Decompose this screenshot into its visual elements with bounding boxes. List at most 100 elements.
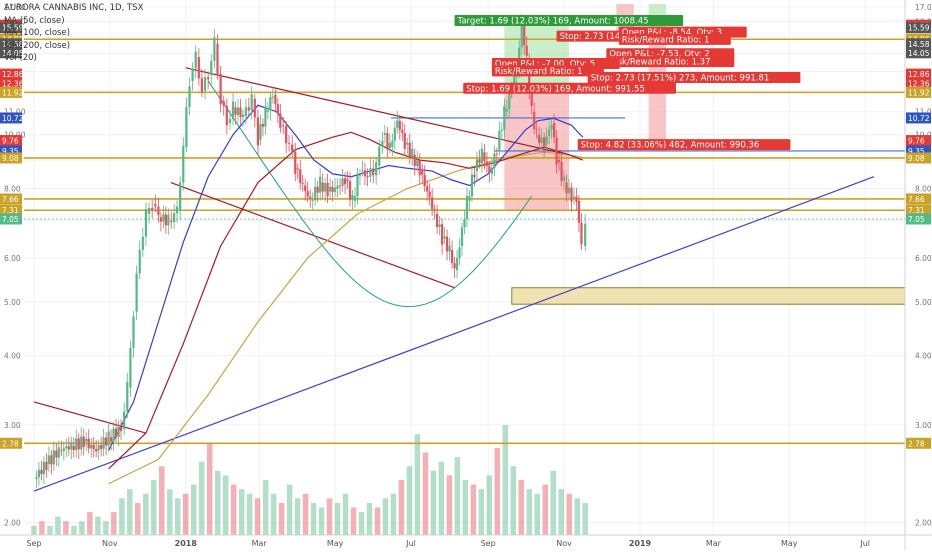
trade-label-text: Open P&L: -8.54, Qty: 3 — [622, 28, 722, 38]
volume-bar — [182, 493, 189, 535]
candle-body — [311, 199, 314, 201]
candle-body — [52, 450, 55, 465]
candle-body — [40, 469, 43, 475]
volume-bar — [222, 475, 229, 535]
candle-body — [222, 101, 225, 106]
ma200-line — [108, 151, 583, 485]
candle-body — [378, 146, 381, 166]
candle-body — [513, 76, 516, 87]
price-badge-left-text: 12.86 — [2, 70, 24, 79]
candle-body — [159, 217, 162, 222]
candle-body — [540, 137, 543, 143]
volume-bar — [430, 470, 437, 535]
candle-body — [535, 129, 538, 130]
volume-bar — [159, 466, 165, 535]
price-badge-left-text: 11.92 — [2, 88, 24, 97]
candle-body — [443, 236, 446, 239]
candle-body — [577, 200, 581, 223]
volume-bar — [294, 498, 301, 535]
price-badge-text: 14.58 — [908, 40, 930, 49]
volume-bar — [151, 480, 157, 535]
candle-body — [82, 436, 85, 448]
candle-body — [406, 142, 409, 145]
trade-label-text: Risk/Reward Ratio: 1 — [495, 67, 583, 77]
y-tick-label: 8.00 — [915, 184, 932, 193]
x-tick-label: May — [781, 539, 798, 548]
candle-body — [498, 130, 501, 150]
trade-label-text: Stop: 1.69 (12.03%) 169, Amount: 991.55 — [466, 84, 645, 94]
trade-label-bg — [606, 56, 735, 68]
candle-body — [239, 107, 242, 118]
price-badge-text: 12.86 — [908, 70, 930, 79]
volume-bar — [39, 521, 45, 535]
volume-bar — [87, 512, 93, 535]
volume-bar — [518, 480, 525, 535]
legend-item-ma50[interactable]: MA (50, close) — [4, 15, 65, 26]
price-badge-left — [0, 86, 22, 98]
candle-body — [470, 174, 474, 197]
candle-body — [141, 236, 144, 250]
volume-bar — [270, 493, 277, 535]
price-badge-text: 9.08 — [908, 154, 925, 163]
trendline-upper-resistance — [185, 67, 570, 156]
legend-item-ma100[interactable]: MA (100, close) — [4, 28, 71, 38]
y-tick-label: 11.00 — [915, 108, 932, 117]
candle-body — [386, 133, 389, 149]
candle-body — [326, 182, 329, 197]
candle-body — [550, 124, 553, 130]
candle-body — [331, 186, 334, 192]
price-badge-left-text: 14.58 — [2, 40, 24, 49]
candle-body — [475, 159, 479, 172]
candle-body — [114, 428, 118, 438]
volume-bar — [414, 434, 421, 535]
volume-bar — [422, 452, 429, 535]
volume-bar — [486, 475, 493, 535]
price-badge-text: 7.05 — [908, 215, 925, 224]
candle-body — [285, 125, 288, 144]
candle-body — [200, 78, 204, 92]
x-tick-label: Nov — [102, 539, 118, 548]
candle-body — [375, 162, 378, 176]
volume-bar — [342, 493, 349, 535]
candle-body — [336, 185, 339, 189]
candle-body — [458, 247, 461, 259]
candle-body — [65, 446, 68, 449]
legend-item-ma200[interactable]: MA (200, close) — [4, 40, 71, 51]
volume-bar — [95, 516, 101, 535]
candle-body — [505, 108, 508, 112]
candle-body — [182, 145, 185, 183]
candle-body — [488, 165, 491, 173]
trendline-lower-red — [170, 181, 455, 289]
candle-body — [247, 107, 250, 111]
volume-bar — [302, 493, 309, 535]
candle-body — [92, 444, 95, 450]
candle-body — [291, 144, 294, 152]
y-tick-label-left: 17.00 — [4, 3, 26, 12]
trade-label-text: Risk/Reward Ratio: 1.37 — [609, 58, 710, 68]
candle-body — [401, 130, 404, 134]
candle-body — [228, 119, 232, 123]
volume-bar — [31, 525, 37, 535]
legend-item-volume[interactable]: Vol (20) — [4, 53, 37, 63]
y-tick-label-left: 8.00 — [4, 184, 21, 193]
candle-body — [361, 170, 364, 172]
price-badge-left-text: 2.78 — [2, 439, 19, 448]
candle-body — [35, 477, 38, 479]
trade-label: Stop: 1.69 (12.03%) 169, Amount: 991.55 — [463, 82, 676, 94]
x-tick-label: Sep — [26, 539, 41, 548]
volume-layer — [31, 425, 588, 535]
y-tick-label: 3.00 — [915, 421, 932, 430]
candle-body — [455, 258, 459, 271]
candle-body — [97, 445, 100, 451]
price-badge-left — [0, 78, 22, 90]
candle-body — [343, 178, 347, 185]
candle-body — [179, 182, 182, 211]
volume-bar — [358, 512, 365, 535]
volume-bar — [238, 489, 245, 535]
candle-body — [162, 214, 165, 222]
price-badge — [906, 193, 931, 205]
horizontal-levels-layer — [24, 38, 932, 445]
trade-label-text: Open P&L: -7.53, Qty: 2 — [609, 50, 709, 60]
candle-body — [324, 182, 327, 192]
